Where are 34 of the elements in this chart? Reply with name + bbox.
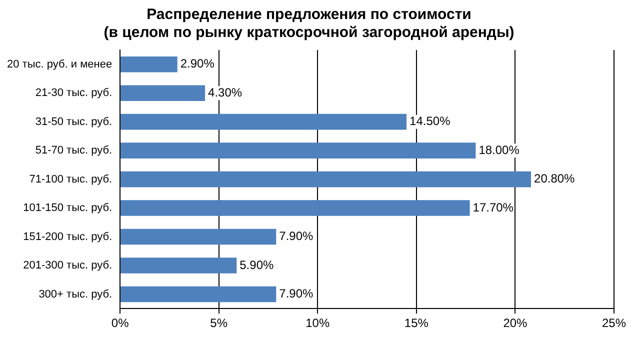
y-tick-label: 300+ тыс. руб. (38, 288, 112, 300)
y-tick-label: 20 тыс. руб. и менее (6, 58, 112, 70)
bar (120, 171, 532, 188)
x-tick-label: 5% (210, 316, 228, 330)
bar (120, 200, 470, 216)
chart-title: Распределение предложения по стоимости (в целом по рынку краткосрочной загородной аренды) (104, 6, 514, 42)
data-label: 4.30% (208, 85, 242, 100)
y-tick-label: 101-150 тыс. руб. (23, 202, 112, 214)
y-tick-label: 31-50 тыс. руб. (35, 116, 112, 128)
y-tick-label: 151-200 тыс. руб. (23, 230, 112, 243)
data-label: 17.70% (472, 200, 514, 214)
bar (120, 85, 206, 101)
y-tick-label: 201-300 тыс. руб. (23, 260, 112, 272)
data-label: 14.50% (410, 114, 451, 128)
bar (120, 258, 237, 274)
x-tick-label: 0% (111, 316, 130, 330)
x-tick-label: 20% (503, 316, 528, 330)
y-tick-label: 51-70 тыс. руб. (35, 144, 112, 157)
data-label: 7.90% (279, 286, 314, 301)
bar (120, 114, 407, 130)
y-tick-label: 21-30 тыс. руб. (35, 87, 112, 100)
data-label: 5.90% (240, 258, 274, 272)
bar (120, 142, 476, 158)
bar (120, 56, 178, 72)
x-tick-label: 15% (404, 316, 429, 330)
data-label: 18.00% (478, 142, 520, 157)
bar (120, 228, 276, 245)
x-tick-label: 25% (602, 316, 626, 330)
data-label: 7.90% (279, 229, 314, 244)
bar (120, 286, 276, 302)
y-tick-label: 71-100 тыс. руб. (29, 173, 112, 186)
data-label: 20.80% (534, 172, 576, 186)
data-label: 2.90% (180, 56, 215, 71)
x-tick-label: 10% (306, 316, 330, 330)
